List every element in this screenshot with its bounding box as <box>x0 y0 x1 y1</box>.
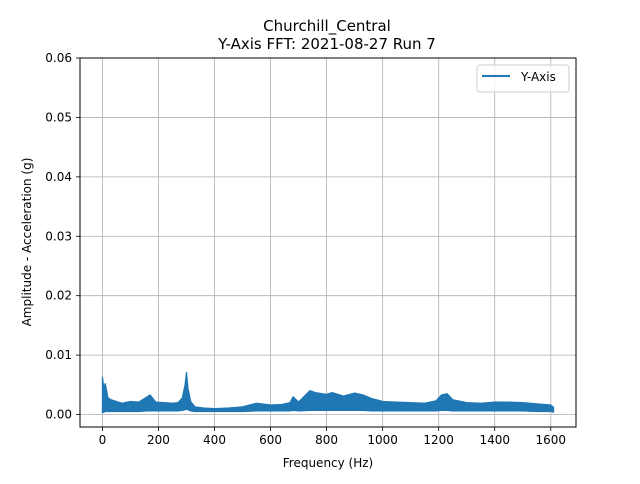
x-tick-label: 1400 <box>479 433 510 447</box>
x-tick-label: 1200 <box>423 433 454 447</box>
x-tick-label: 200 <box>147 433 170 447</box>
legend: Y-Axis <box>476 64 570 93</box>
chart-title: Churchill_Central <box>263 17 391 36</box>
y-tick-label: 0.03 <box>45 229 72 243</box>
x-tick-label: 600 <box>259 433 282 447</box>
x-tick-label: 1600 <box>536 433 567 447</box>
grid-lines <box>80 57 576 427</box>
legend-box <box>476 64 570 93</box>
x-tick-label: 1000 <box>367 433 398 447</box>
y-tick-label: 0.01 <box>45 348 72 362</box>
series-layer <box>101 371 555 414</box>
chart-subtitle: Y-Axis FFT: 2021-08-27 Run 7 <box>217 35 436 53</box>
y-tick-label: 0.00 <box>45 408 72 422</box>
y-tick-label: 0.06 <box>45 51 72 65</box>
x-tick-label: 800 <box>315 433 338 447</box>
y-axis-label: Amplitude - Acceleration (g) <box>20 158 34 327</box>
axis-ticks: 0 200 400 600 800 1000 1200 1400 1600 0.00 0.01 0.0… <box>45 51 566 447</box>
plot-frame <box>79 57 577 428</box>
x-axis-label: Frequency (Hz) <box>283 456 374 470</box>
y-tick-label: 0.02 <box>45 289 72 303</box>
y-tick-label: 0.05 <box>45 110 72 124</box>
legend-label-y-axis: Y-Axis <box>520 70 556 84</box>
plot-area <box>80 58 576 427</box>
series-band-y-axis <box>101 371 555 414</box>
x-tick-label: 0 <box>99 433 107 447</box>
x-tick-label: 400 <box>203 433 226 447</box>
y-tick-label: 0.04 <box>45 170 72 184</box>
